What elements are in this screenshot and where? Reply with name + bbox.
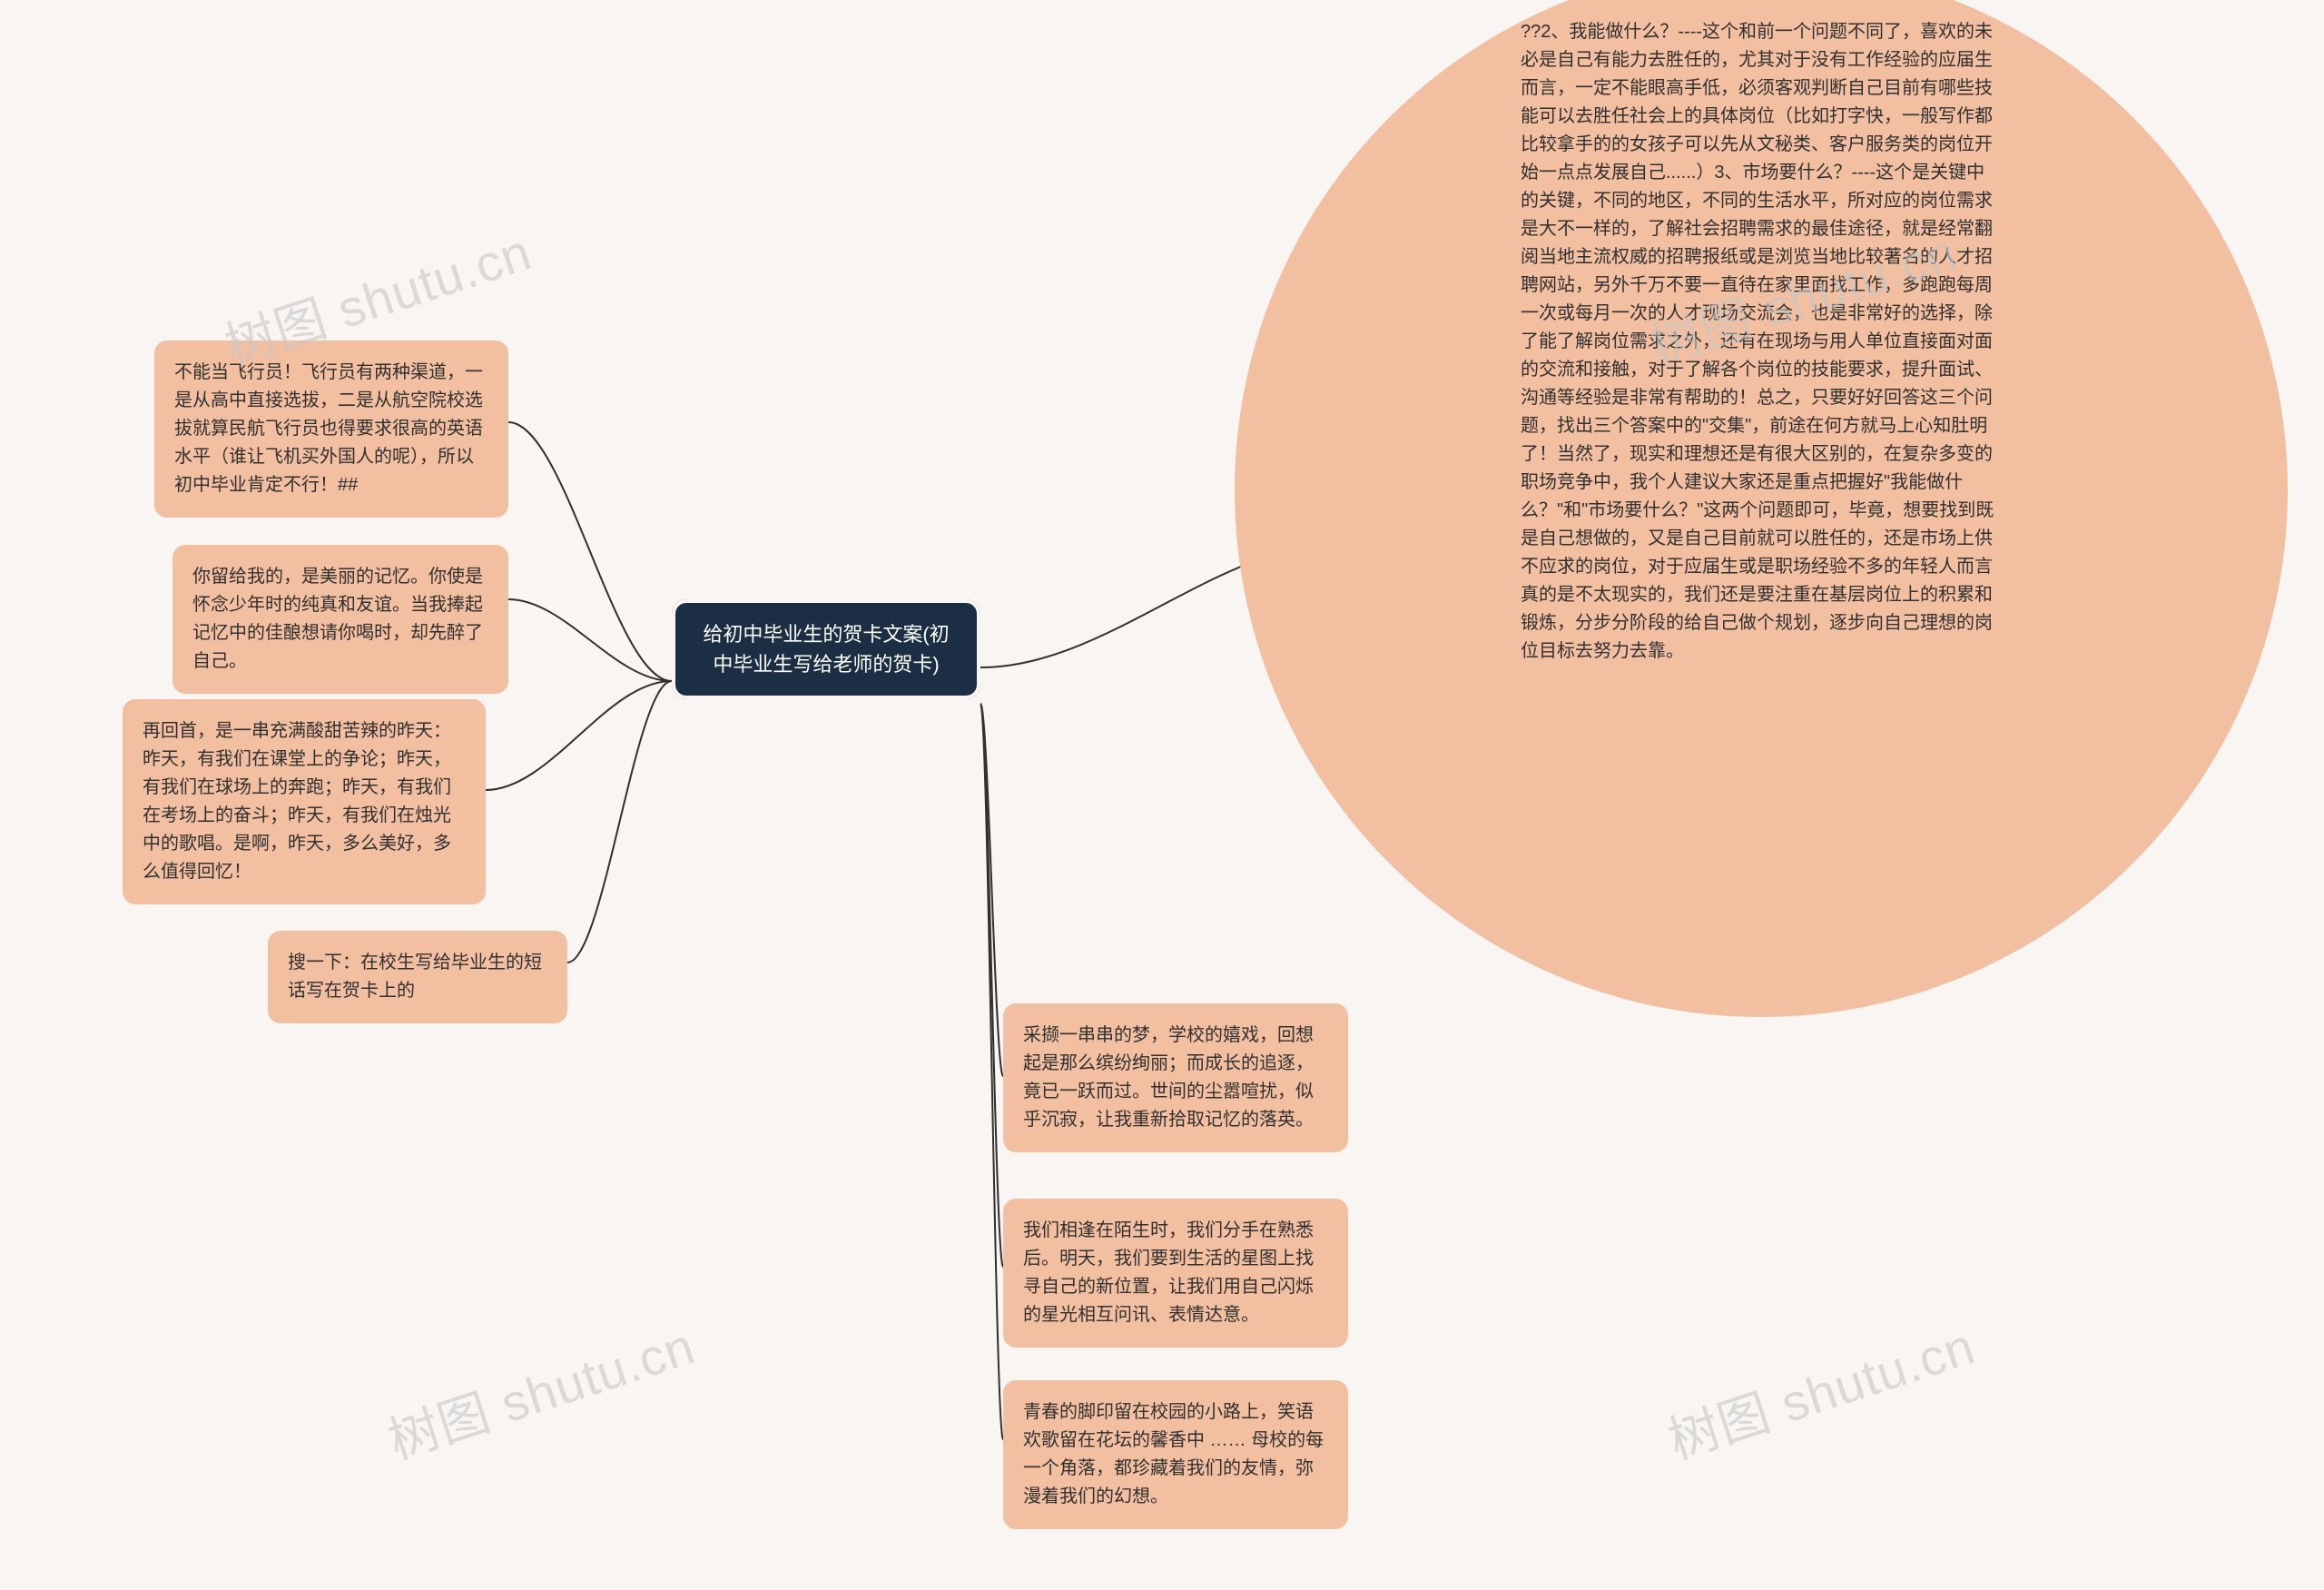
big-circle-text: ??2、我能做什么？----这个和前一个问题不同了，喜欢的未必是自己有能力去胜任… <box>1521 22 1994 661</box>
right-node-2-text: 青春的脚印留在校园的小路上，笑语欢歌留在花坛的馨香中 …… 母校的每一个角落，都… <box>1023 1402 1324 1506</box>
left-node-3[interactable]: 搜一下：在校生写给毕业生的短话写在贺卡上的 <box>268 931 567 1023</box>
left-node-0-text: 不能当飞行员！飞行员有两种渠道，一是从高中直接选拔，二是从航空院校选拔就算民航飞… <box>174 362 483 495</box>
right-node-1[interactable]: 我们相逢在陌生时，我们分手在熟悉后。明天，我们要到生活的星图上找寻自己的新位置，… <box>1003 1199 1348 1348</box>
center-text: 给初中毕业生的贺卡文案(初中毕业生写给老师的贺卡) <box>703 623 949 676</box>
mindmap-canvas: 给初中毕业生的贺卡文案(初中毕业生写给老师的贺卡) ??2、我能做什么？----… <box>0 0 2324 1590</box>
left-node-0[interactable]: 不能当飞行员！飞行员有两种渠道，一是从高中直接选拔，二是从航空院校选拔就算民航飞… <box>154 341 508 518</box>
right-node-0-text: 采撷一串串的梦，学校的嬉戏，回想起是那么缤纷绚丽；而成长的追逐，竟已一跃而过。世… <box>1023 1025 1314 1130</box>
big-circle-node[interactable]: ??2、我能做什么？----这个和前一个问题不同了，喜欢的未必是自己有能力去胜任… <box>1235 0 2288 1017</box>
right-node-2[interactable]: 青春的脚印留在校园的小路上，笑语欢歌留在花坛的馨香中 …… 母校的每一个角落，都… <box>1003 1380 1348 1529</box>
right-node-1-text: 我们相逢在陌生时，我们分手在熟悉后。明天，我们要到生活的星图上找寻自己的新位置，… <box>1023 1220 1314 1325</box>
center-node[interactable]: 给初中毕业生的贺卡文案(初中毕业生写给老师的贺卡) <box>672 599 980 699</box>
left-node-2[interactable]: 再回首，是一串充满酸甜苦辣的昨天：昨天，有我们在课堂上的争论；昨天，有我们在球场… <box>123 699 486 904</box>
right-node-0[interactable]: 采撷一串串的梦，学校的嬉戏，回想起是那么缤纷绚丽；而成长的追逐，竟已一跃而过。世… <box>1003 1003 1348 1152</box>
left-node-2-text: 再回首，是一串充满酸甜苦辣的昨天：昨天，有我们在课堂上的争论；昨天，有我们在球场… <box>143 721 451 882</box>
left-node-3-text: 搜一下：在校生写给毕业生的短话写在贺卡上的 <box>288 953 542 1001</box>
left-node-1[interactable]: 你留给我的，是美丽的记忆。你使是怀念少年时的纯真和友谊。当我捧起记忆中的佳酿想请… <box>172 545 508 694</box>
left-node-1-text: 你留给我的，是美丽的记忆。你使是怀念少年时的纯真和友谊。当我捧起记忆中的佳酿想请… <box>192 567 483 671</box>
